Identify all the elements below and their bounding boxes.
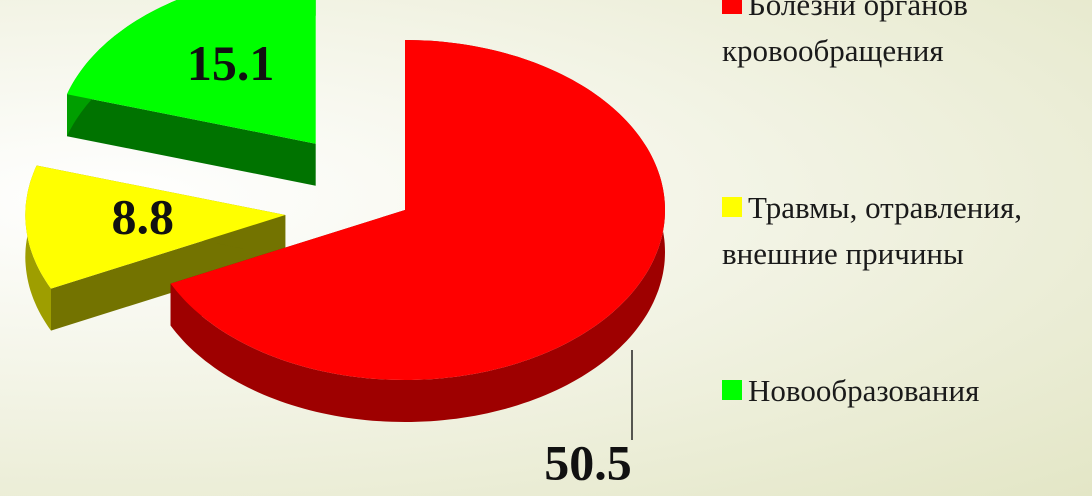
legend-swatch [722, 0, 742, 14]
legend-item: Новообразования [722, 368, 1082, 414]
legend-swatch [722, 197, 742, 217]
legend-item: Травмы, отравления, внешние причины [722, 185, 1082, 277]
legend-label: Травмы, отравления, внешние причины [722, 190, 1022, 271]
slice-side [67, 94, 316, 186]
slice [67, 0, 316, 144]
legend-label: Болезни органов кровообращения [722, 0, 968, 68]
value-label: 15.1 [187, 35, 275, 91]
value-label: 50.5 [544, 434, 632, 490]
value-label: 8.8 [112, 189, 175, 245]
legend-label: Новообразования [748, 373, 980, 408]
legend-item: Болезни органов кровообращения [722, 0, 1082, 74]
legend-swatch [722, 380, 742, 400]
slice [170, 40, 665, 380]
slice [25, 165, 286, 289]
